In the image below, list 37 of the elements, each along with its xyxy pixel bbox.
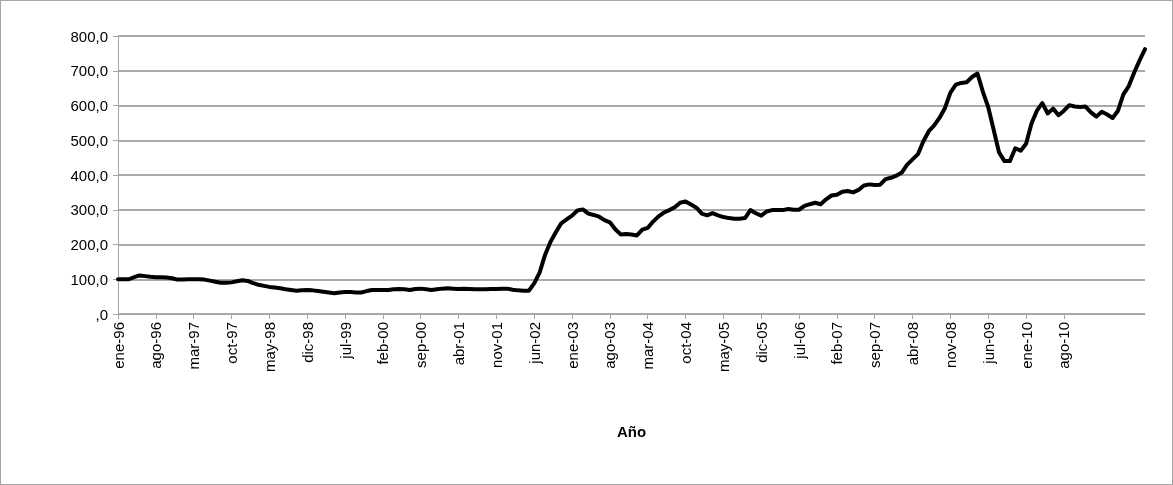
x-tick-label: jun-09 xyxy=(979,322,997,365)
y-tick-label: 200,0 xyxy=(70,236,108,253)
x-axis-title: Año xyxy=(616,423,647,440)
x-tick-label: jun-02 xyxy=(525,322,543,365)
x-tick-label: feb-00 xyxy=(374,322,392,365)
x-tick-label: ene-03 xyxy=(563,322,581,369)
x-tick-label: dic-05 xyxy=(752,322,770,363)
x-tick-label: oct-97 xyxy=(223,322,241,364)
x-tick-label: ago-03 xyxy=(601,322,619,369)
x-tick-label: ene-10 xyxy=(1017,322,1035,369)
x-tick-label: abr-01 xyxy=(450,322,468,366)
y-tick-label: 500,0 xyxy=(70,131,108,149)
x-tick-label: feb-07 xyxy=(828,322,846,365)
y-tick-label: ,0 xyxy=(95,305,108,323)
y-tick-label: 600,0 xyxy=(70,97,108,114)
x-tick-label: abr-08 xyxy=(904,322,922,366)
y-tick-label: 400,0 xyxy=(70,166,108,184)
x-tick-label: mar-97 xyxy=(185,322,203,370)
y-tick-label: 100,0 xyxy=(70,270,108,288)
x-tick-label: sep-00 xyxy=(412,322,430,368)
x-tick-label: nov-08 xyxy=(941,322,959,368)
x-tick-label: dic-98 xyxy=(298,322,316,363)
x-tick-label: mar-04 xyxy=(639,322,657,370)
x-tick-label: jul-06 xyxy=(790,322,808,360)
y-tick-label: 800,0 xyxy=(70,27,108,45)
line-series xyxy=(116,47,1147,296)
x-tick-label: sep-07 xyxy=(866,322,884,368)
x-tick-label: may-05 xyxy=(714,322,732,373)
x-tick-label: nov-01 xyxy=(487,322,505,368)
y-tick-label: 300,0 xyxy=(70,201,108,219)
x-tick-label: ago-96 xyxy=(147,322,165,369)
x-tick-label: oct-04 xyxy=(677,322,695,364)
y-tick-label: 700,0 xyxy=(70,62,108,80)
x-tick-label: may-98 xyxy=(260,322,278,373)
x-tick-label: ene-96 xyxy=(109,322,127,369)
x-tick-label: jul-99 xyxy=(336,322,354,360)
x-tick-label: ago-10 xyxy=(1055,322,1073,369)
